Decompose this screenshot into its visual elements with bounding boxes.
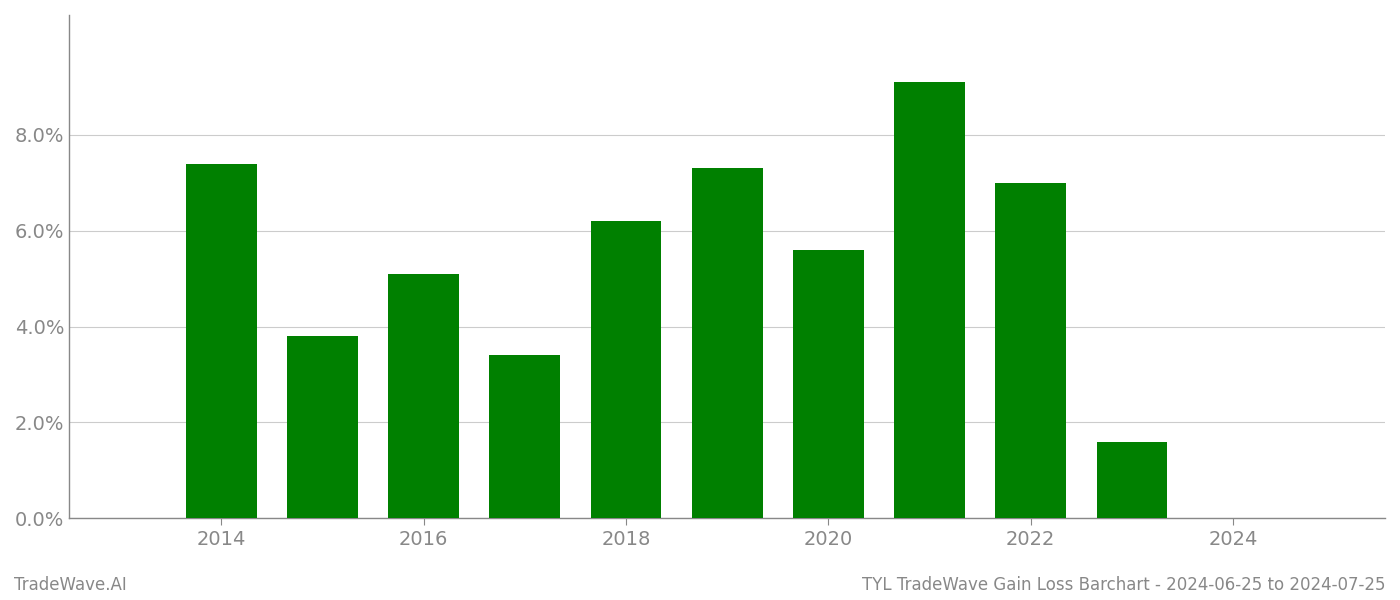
Bar [287, 336, 358, 518]
Text: TradeWave.AI: TradeWave.AI [14, 576, 127, 594]
Bar [388, 274, 459, 518]
Bar [186, 164, 256, 518]
Bar [1096, 442, 1168, 518]
Bar [692, 169, 763, 518]
Bar [792, 250, 864, 518]
Bar [895, 82, 965, 518]
Bar [490, 355, 560, 518]
Bar [995, 183, 1067, 518]
Bar [591, 221, 661, 518]
Text: TYL TradeWave Gain Loss Barchart - 2024-06-25 to 2024-07-25: TYL TradeWave Gain Loss Barchart - 2024-… [862, 576, 1386, 594]
